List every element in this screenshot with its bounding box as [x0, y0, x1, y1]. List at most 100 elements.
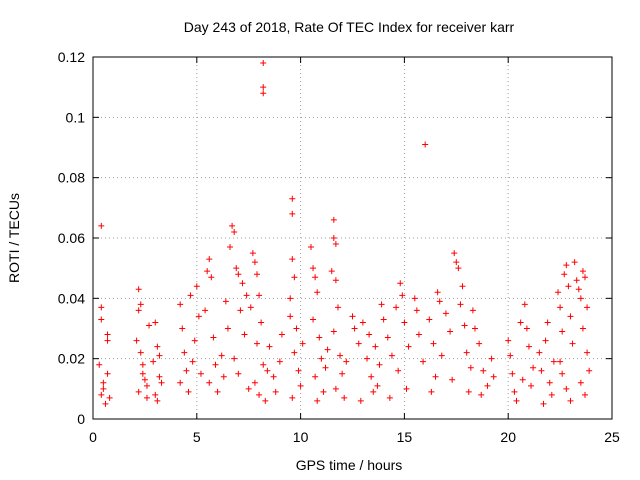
x-tick-label: 10 — [293, 429, 309, 445]
data-point — [573, 277, 580, 284]
data-point — [287, 295, 294, 302]
data-point — [548, 391, 555, 398]
data-point — [214, 388, 221, 395]
data-point — [158, 379, 165, 386]
data-point — [312, 373, 319, 380]
data-point — [237, 307, 244, 314]
data-point — [471, 325, 478, 332]
data-point — [364, 355, 371, 362]
data-point — [260, 84, 267, 91]
data-point — [316, 334, 323, 341]
data-point — [98, 391, 105, 398]
data-point — [98, 222, 105, 229]
data-point — [507, 352, 514, 359]
grid-layer — [93, 57, 612, 419]
data-point — [399, 292, 406, 299]
data-point — [349, 313, 356, 320]
data-point — [98, 304, 105, 311]
data-point — [368, 373, 375, 380]
data-point — [488, 355, 495, 362]
data-point — [582, 391, 589, 398]
data-point — [411, 295, 418, 302]
data-point — [104, 337, 111, 344]
y-tick-label: 0.06 — [58, 230, 85, 246]
data-point — [332, 277, 339, 284]
data-point — [480, 367, 487, 374]
data-point — [295, 367, 302, 374]
data-point — [463, 349, 470, 356]
data-point — [393, 304, 400, 311]
data-point — [490, 373, 497, 380]
data-point — [141, 376, 148, 383]
data-point — [314, 397, 321, 404]
data-point — [139, 361, 146, 368]
data-point — [289, 394, 296, 401]
data-point — [523, 325, 530, 332]
data-point — [208, 274, 215, 281]
y-tick-label: 0.08 — [58, 170, 85, 186]
data-point — [260, 60, 267, 67]
data-point — [434, 289, 441, 296]
data-point — [536, 349, 543, 356]
x-axis-label: GPS time / hours — [296, 457, 403, 473]
data-point — [455, 265, 462, 272]
data-point — [143, 382, 150, 389]
data-point — [227, 244, 234, 251]
data-point — [478, 391, 485, 398]
data-point — [330, 328, 337, 335]
data-point — [449, 376, 456, 383]
x-tick-label: 0 — [89, 429, 97, 445]
x-tick-label: 25 — [604, 429, 620, 445]
data-point — [401, 319, 408, 326]
data-point — [330, 216, 337, 223]
data-point — [575, 286, 582, 293]
data-point — [231, 228, 238, 235]
data-point — [156, 373, 163, 380]
data-point — [372, 343, 379, 350]
data-point — [312, 274, 319, 281]
data-point — [245, 385, 252, 392]
data-point — [334, 304, 341, 311]
data-point — [191, 337, 198, 344]
data-point — [561, 271, 568, 278]
data-point — [538, 367, 545, 374]
data-point — [251, 379, 258, 386]
data-point — [233, 265, 240, 272]
data-point — [428, 388, 435, 395]
data-point — [100, 379, 107, 386]
data-point — [287, 313, 294, 320]
data-point — [143, 394, 150, 401]
data-point — [104, 370, 111, 377]
data-point — [210, 334, 217, 341]
data-point — [586, 367, 593, 374]
data-point — [299, 340, 306, 347]
data-point — [222, 298, 229, 305]
data-point — [451, 250, 458, 257]
data-point — [254, 340, 261, 347]
data-point — [542, 337, 549, 344]
data-point — [249, 250, 256, 257]
data-point — [376, 361, 383, 368]
data-point — [289, 256, 296, 263]
data-point — [457, 301, 464, 308]
data-point — [359, 319, 366, 326]
x-tick-label: 15 — [397, 429, 413, 445]
data-point — [260, 90, 267, 97]
data-point — [278, 331, 285, 338]
data-point — [293, 325, 300, 332]
data-point — [432, 373, 439, 380]
data-point — [156, 352, 163, 359]
data-point — [557, 304, 564, 311]
data-point — [239, 280, 246, 287]
data-point — [206, 256, 213, 263]
data-point — [579, 325, 586, 332]
data-point — [467, 364, 474, 371]
data-point — [100, 385, 107, 392]
data-point — [395, 367, 402, 374]
data-point — [438, 352, 445, 359]
data-point — [420, 358, 427, 365]
data-point — [577, 295, 584, 302]
data-point — [193, 283, 200, 290]
data-point — [133, 337, 140, 344]
data-point — [177, 301, 184, 308]
